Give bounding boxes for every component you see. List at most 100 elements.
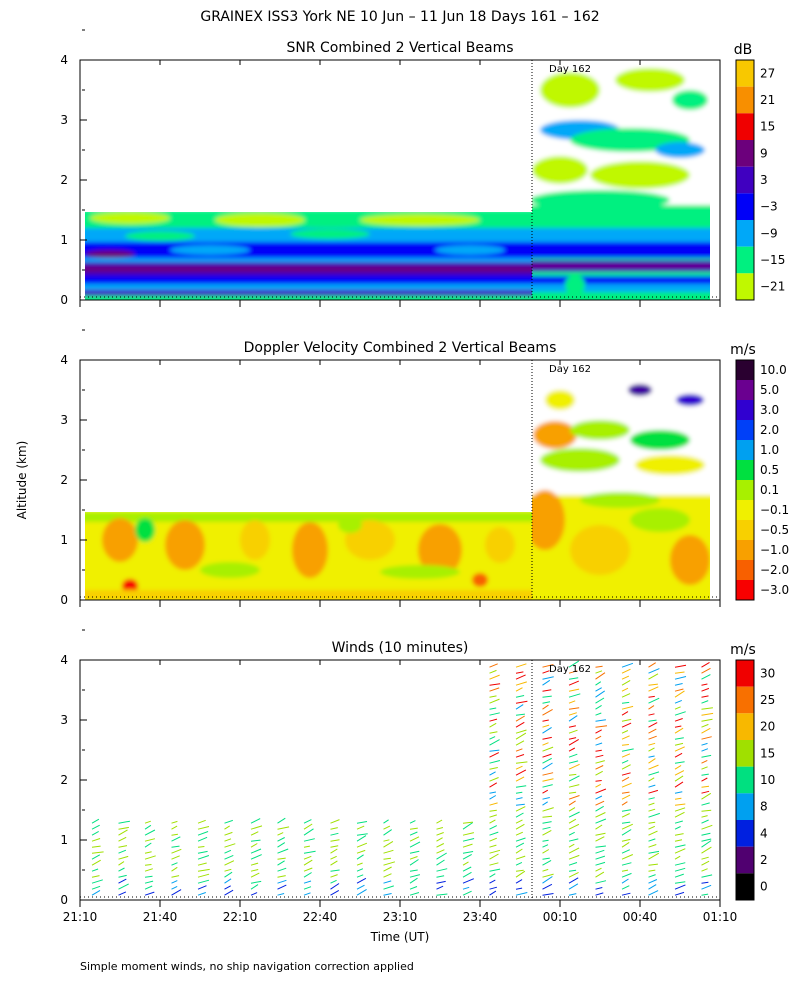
wind-barb	[648, 821, 656, 824]
wind-barb	[648, 869, 656, 872]
wind-barb	[674, 797, 682, 800]
wind-barb	[595, 765, 604, 770]
colorbar-swatch	[736, 560, 754, 580]
wind-barb	[595, 788, 607, 794]
wind-barb	[515, 713, 525, 716]
wind-barb	[674, 690, 685, 698]
wind-barb	[91, 875, 100, 878]
colorbar-label: 8	[760, 800, 768, 814]
wind-barb	[648, 735, 657, 740]
wind-barb	[91, 868, 99, 872]
wind-barb	[515, 765, 523, 770]
wind-barb	[648, 755, 655, 758]
wind-barb	[462, 861, 469, 866]
wind-barb	[568, 670, 578, 674]
wind-barb	[568, 707, 580, 710]
x-tick-label: 22:10	[223, 910, 258, 924]
colorbar-swatch	[736, 846, 754, 874]
wind-barb	[224, 868, 232, 872]
wind-barb	[277, 848, 289, 854]
wind-barb	[489, 760, 501, 764]
colorbar-swatch	[736, 113, 754, 140]
wind-barb	[144, 875, 153, 878]
wind-barb	[674, 761, 685, 764]
wind-barb	[701, 748, 709, 752]
x-tick-label: 22:40	[303, 910, 338, 924]
wind-barb	[330, 832, 339, 836]
wind-barb	[568, 688, 580, 692]
colorbar-label: 30	[760, 666, 775, 680]
wind-barb	[303, 819, 312, 824]
wind-barb	[648, 697, 660, 704]
wind-barb	[515, 776, 525, 782]
wind-barb	[436, 893, 448, 896]
wind-barb	[595, 845, 606, 848]
wind-barb	[595, 719, 606, 722]
wind-barb	[515, 848, 523, 854]
wind-barb	[674, 683, 683, 686]
wind-barb	[277, 857, 286, 860]
colorbar-label: −2.0	[760, 563, 789, 577]
colorbar-label: 0.5	[760, 463, 779, 477]
wind-barb	[621, 705, 634, 710]
wind-barb	[356, 821, 368, 824]
wind-barb	[701, 790, 710, 794]
wind-barb	[91, 854, 101, 860]
wind-barb	[542, 726, 552, 734]
y-tick-label: 3	[60, 713, 68, 727]
wind-barb	[277, 832, 284, 836]
y-tick-label: 1	[60, 833, 68, 847]
wind-barb	[621, 730, 629, 734]
wind-barb	[144, 829, 156, 836]
wind-barb	[224, 831, 233, 836]
colorbar-swatch	[736, 660, 754, 687]
wind-barb	[542, 704, 549, 710]
wind-barb	[674, 791, 683, 794]
wind-barb	[621, 823, 634, 830]
wind-barb	[224, 871, 233, 878]
wind-barb	[197, 831, 209, 836]
wind-barb	[197, 862, 207, 866]
wind-barb	[568, 715, 578, 722]
wind-barb	[595, 871, 605, 878]
wind-barb	[250, 872, 260, 878]
wind-barb	[701, 809, 712, 812]
wind-barb	[409, 877, 418, 884]
wind-barb	[674, 839, 683, 842]
colorbar-swatch	[736, 740, 754, 767]
wind-barb	[515, 869, 524, 872]
wind-barb	[489, 853, 499, 860]
velocity-day-marker: Day 162	[549, 364, 591, 375]
wind-barb	[674, 676, 687, 680]
wind-barb	[621, 878, 629, 884]
wind-barb	[648, 852, 660, 860]
wind-barb	[542, 893, 554, 896]
wind-barb	[330, 827, 338, 830]
wind-barb	[409, 831, 418, 836]
wind-barb	[330, 839, 340, 842]
wind-barb	[595, 887, 603, 890]
wind-barb	[462, 843, 473, 848]
wind-barb	[197, 855, 210, 860]
y-tick-label: 0	[60, 593, 68, 607]
wind-barb	[621, 813, 630, 818]
wind-barb	[648, 728, 657, 734]
wind-barb	[303, 867, 313, 872]
y-tick-label: 2	[60, 173, 68, 187]
wind-barb	[648, 683, 658, 686]
wind-barb	[701, 718, 713, 722]
wind-barb	[303, 880, 312, 884]
snr-panel-title: SNR Combined 2 Vertical Beams	[286, 40, 513, 56]
wind-barb	[648, 879, 658, 884]
wind-barb	[542, 689, 552, 692]
wind-barb	[118, 891, 127, 896]
wind-barb	[91, 879, 103, 884]
wind-barb	[595, 867, 602, 872]
wind-barb	[701, 881, 709, 884]
wind-barb	[701, 832, 711, 836]
y-tick-label: 4	[60, 653, 68, 667]
wind-barb	[648, 719, 657, 722]
wind-barb	[489, 890, 497, 896]
wind-barb	[489, 886, 498, 890]
